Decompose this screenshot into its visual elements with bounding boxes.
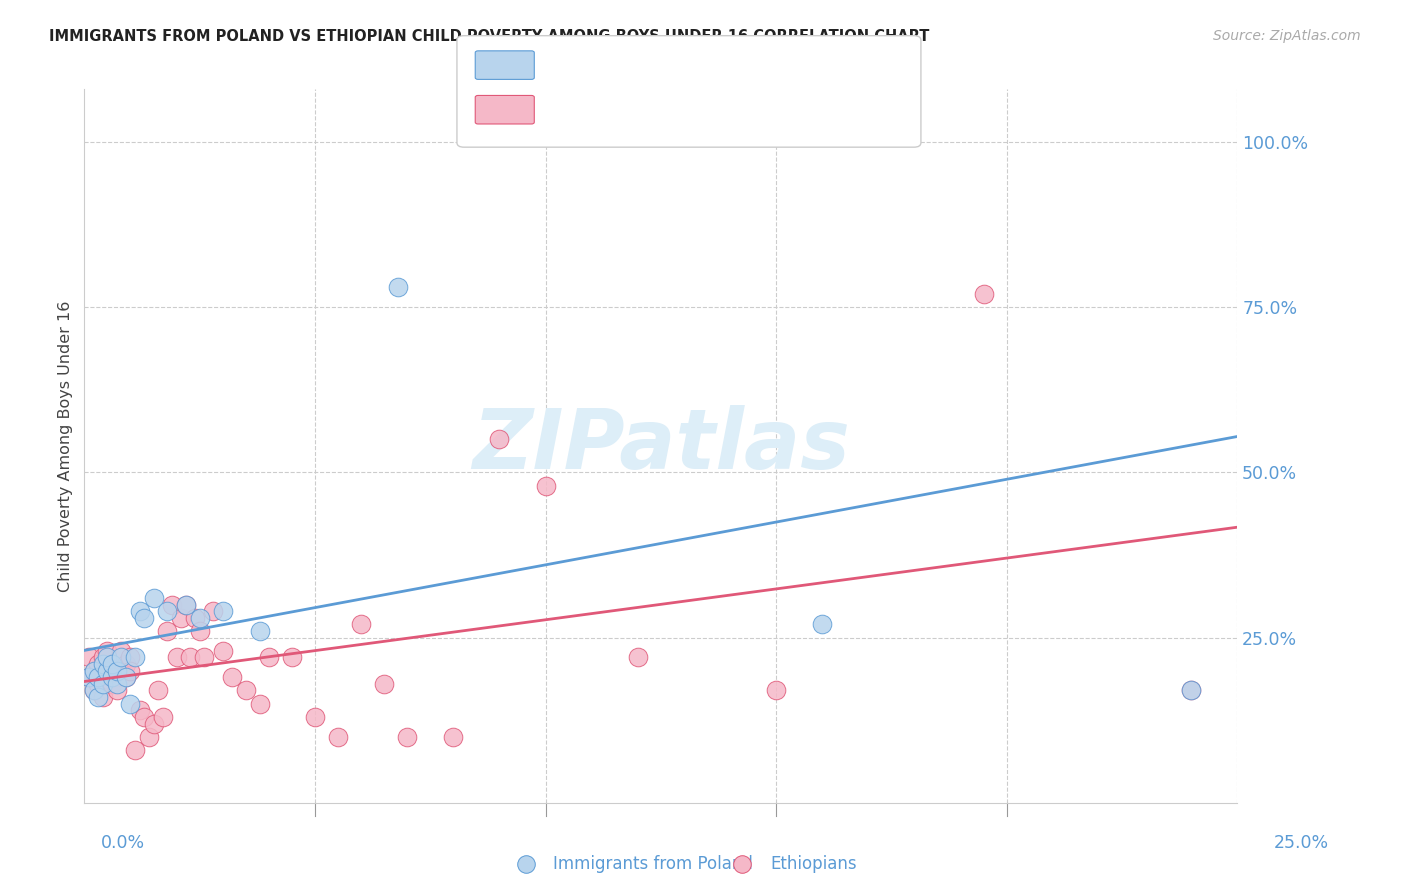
Point	[174, 598, 197, 612]
Point	[160, 598, 183, 612]
Point	[211, 644, 233, 658]
Point	[101, 657, 124, 671]
Point	[128, 604, 150, 618]
Point	[115, 670, 138, 684]
Point	[441, 730, 464, 744]
Point	[128, 703, 150, 717]
Point	[120, 697, 142, 711]
Point	[138, 730, 160, 744]
Point	[87, 657, 110, 671]
Point	[765, 683, 787, 698]
Point	[257, 650, 280, 665]
Point	[202, 604, 225, 618]
Point	[96, 650, 118, 665]
Point	[96, 664, 118, 678]
Point	[156, 604, 179, 618]
Point	[91, 650, 114, 665]
Point	[110, 644, 132, 658]
Text: Ethiopians: Ethiopians	[770, 855, 856, 873]
Y-axis label: Child Poverty Among Boys Under 16: Child Poverty Among Boys Under 16	[58, 301, 73, 591]
Point	[188, 611, 211, 625]
Point	[142, 716, 165, 731]
Text: ZIPatlas: ZIPatlas	[472, 406, 849, 486]
Point	[211, 604, 233, 618]
Point	[83, 664, 105, 678]
Text: N = 29: N = 29	[724, 56, 792, 74]
Point	[134, 611, 156, 625]
Point	[373, 677, 395, 691]
Point	[110, 664, 132, 678]
Point	[83, 683, 105, 698]
Point	[105, 683, 128, 698]
Point	[811, 617, 834, 632]
Point	[146, 683, 169, 698]
Point	[134, 710, 156, 724]
Point	[105, 670, 128, 684]
Text: R =  0.533: R = 0.533	[544, 101, 640, 119]
Point	[156, 624, 179, 638]
Point	[184, 611, 207, 625]
Point	[124, 743, 146, 757]
Text: R =  0.153: R = 0.153	[544, 56, 640, 74]
Text: 25.0%: 25.0%	[1274, 834, 1329, 852]
Point	[115, 670, 138, 684]
Point	[166, 650, 188, 665]
Point	[350, 617, 373, 632]
Point	[115, 657, 138, 671]
Point	[124, 650, 146, 665]
Point	[731, 857, 754, 871]
Point	[1180, 683, 1202, 698]
Point	[515, 857, 537, 871]
Text: 0.0%: 0.0%	[101, 834, 145, 852]
Point	[77, 650, 100, 665]
Point	[193, 650, 215, 665]
Point	[281, 650, 304, 665]
Text: Immigrants from Poland: Immigrants from Poland	[554, 855, 754, 873]
Point	[718, 121, 741, 136]
Point	[77, 670, 100, 684]
Point	[179, 650, 201, 665]
Point	[101, 677, 124, 691]
Point	[170, 611, 193, 625]
Point	[87, 677, 110, 691]
Point	[249, 624, 271, 638]
Point	[120, 650, 142, 665]
Point	[83, 664, 105, 678]
Point	[110, 650, 132, 665]
Text: IMMIGRANTS FROM POLAND VS ETHIOPIAN CHILD POVERTY AMONG BOYS UNDER 16 CORRELATIO: IMMIGRANTS FROM POLAND VS ETHIOPIAN CHIL…	[49, 29, 929, 44]
Point	[96, 664, 118, 678]
Point	[142, 591, 165, 605]
Point	[91, 677, 114, 691]
Point	[101, 670, 124, 684]
Point	[105, 664, 128, 678]
Point	[249, 697, 271, 711]
Point	[188, 624, 211, 638]
Point	[534, 478, 557, 492]
Text: Source: ZipAtlas.com: Source: ZipAtlas.com	[1213, 29, 1361, 43]
Point	[627, 650, 650, 665]
Point	[77, 670, 100, 684]
Point	[91, 690, 114, 704]
Point	[326, 730, 349, 744]
Point	[91, 657, 114, 671]
Point	[105, 677, 128, 691]
Point	[87, 670, 110, 684]
Text: N = 55: N = 55	[724, 101, 792, 119]
Point	[101, 657, 124, 671]
Point	[83, 683, 105, 698]
Point	[1180, 683, 1202, 698]
Point	[235, 683, 257, 698]
Point	[96, 644, 118, 658]
Point	[120, 664, 142, 678]
Point	[174, 598, 197, 612]
Point	[221, 670, 243, 684]
Point	[973, 287, 995, 301]
Point	[396, 730, 419, 744]
Point	[87, 690, 110, 704]
Point	[304, 710, 326, 724]
Point	[387, 280, 409, 294]
Point	[488, 433, 510, 447]
Point	[152, 710, 174, 724]
